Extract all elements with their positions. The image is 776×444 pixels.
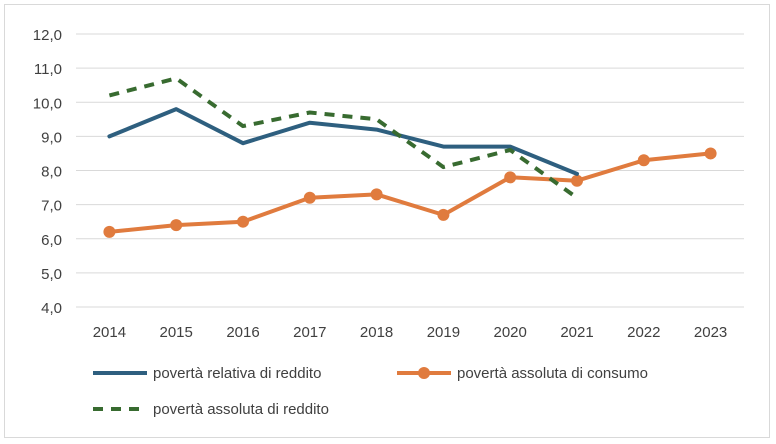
series-line bbox=[108, 76, 579, 200]
data-point bbox=[303, 191, 316, 204]
data-point bbox=[571, 174, 583, 187]
y-tick-label: 5,0 bbox=[41, 266, 62, 283]
legend-label: povertà assoluta di reddito bbox=[153, 401, 329, 418]
x-tick-label: 2019 bbox=[427, 324, 460, 341]
series-line bbox=[107, 107, 579, 176]
chart-frame: 4,0 5,0 6,0 7,0 8,0 9,0 10,0 11,0 12,0 2014 2015 2… bbox=[4, 4, 770, 438]
y-tick-label: 4,0 bbox=[41, 300, 62, 317]
legend-marker bbox=[418, 367, 430, 379]
x-tick-label: 2014 bbox=[93, 324, 126, 341]
legend-item: povertà relativa di reddito bbox=[93, 365, 321, 382]
legend-label: povertà assoluta di consumo bbox=[457, 365, 648, 382]
series-2 bbox=[103, 147, 717, 238]
x-axis-ticks: 2014 2015 2016 2017 2018 2019 2020 2021 2022 2023 bbox=[93, 324, 728, 341]
y-axis-ticks: 4,0 5,0 6,0 7,0 8,0 9,0 10,0 11,0 12,0 bbox=[33, 27, 62, 317]
x-tick-label: 2015 bbox=[160, 324, 193, 341]
x-tick-label: 2017 bbox=[293, 324, 326, 341]
x-tick-label: 2023 bbox=[694, 324, 727, 341]
x-tick-label: 2020 bbox=[494, 324, 527, 341]
series-3 bbox=[108, 76, 579, 200]
legend-item: povertà assoluta di consumo bbox=[397, 365, 648, 382]
legend: povertà relativa di reddito povertà assol… bbox=[93, 365, 648, 418]
x-tick-label: 2018 bbox=[360, 324, 393, 341]
y-tick-label: 9,0 bbox=[41, 129, 62, 146]
data-point bbox=[637, 154, 650, 167]
y-tick-label: 6,0 bbox=[41, 232, 62, 249]
x-tick-label: 2016 bbox=[226, 324, 259, 341]
series-line bbox=[107, 151, 713, 234]
y-tick-label: 12,0 bbox=[33, 27, 62, 44]
legend-item: povertà assoluta di reddito bbox=[93, 401, 329, 418]
data-point bbox=[504, 171, 517, 184]
line-chart: 4,05,06,07,08,09,010,011,012,0 2014 2015 2… bbox=[33, 27, 744, 418]
data-point bbox=[370, 188, 383, 201]
series-1 bbox=[107, 107, 579, 176]
y-tick-label: 10,0 bbox=[33, 95, 62, 112]
data-point bbox=[437, 208, 450, 221]
series-lines bbox=[103, 76, 717, 238]
legend-label: povertà relativa di reddito bbox=[153, 365, 321, 382]
x-tick-label: 2021 bbox=[560, 324, 593, 341]
y-tick-label: 8,0 bbox=[41, 164, 62, 181]
gridlines bbox=[76, 33, 744, 308]
data-point bbox=[170, 219, 183, 232]
data-point bbox=[103, 225, 116, 238]
y-tick-label: 7,0 bbox=[41, 198, 62, 215]
data-point bbox=[704, 147, 717, 160]
x-tick-label: 2022 bbox=[627, 324, 660, 341]
data-point bbox=[237, 215, 249, 228]
y-tick-label: 11,0 bbox=[34, 61, 62, 78]
